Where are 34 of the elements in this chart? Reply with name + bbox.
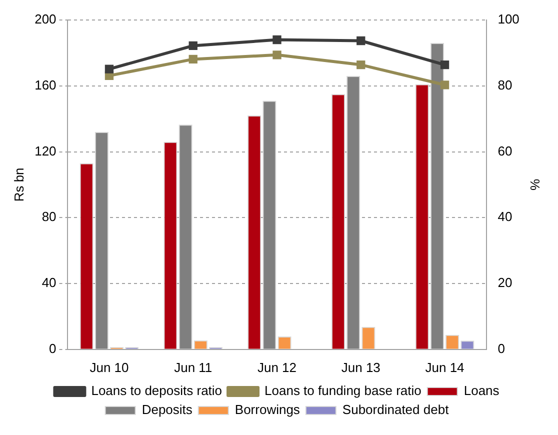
y2-tick-label: 80 — [498, 77, 512, 92]
point — [272, 35, 282, 44]
y-axis-title: Rs bn — [11, 168, 26, 202]
x-tick-label: Jun 14 — [425, 360, 464, 375]
point — [104, 64, 114, 74]
y2-tick-label: 60 — [498, 143, 512, 158]
y-tick-label: 200 — [34, 12, 56, 27]
point — [440, 80, 450, 90]
point — [272, 50, 282, 60]
x-tick-label: Jun 10 — [90, 360, 129, 375]
y-tick-label: 160 — [34, 77, 56, 92]
y2-tick-label: 100 — [498, 12, 520, 27]
legend-label: Loans to funding base ratio — [264, 383, 422, 398]
y2-tick-label: 20 — [498, 275, 512, 290]
y-tick-label: 80 — [42, 209, 56, 224]
point — [440, 60, 450, 70]
y2-tick-label: 0 — [498, 340, 505, 356]
point — [356, 36, 366, 46]
legend-label: Loans — [464, 383, 500, 398]
legend-label: Subordinated debt — [342, 402, 450, 418]
point — [188, 54, 198, 64]
point — [356, 60, 366, 70]
y-tick-label: 40 — [42, 275, 56, 290]
y-tick-label: 0 — [49, 340, 56, 356]
y2-tick-label: 40 — [498, 209, 512, 224]
legend-label: Borrowings — [234, 402, 300, 418]
legend-label: Deposits — [142, 402, 193, 418]
x-tick-label: Jun 13 — [341, 360, 380, 375]
x-tick-label: Jun 12 — [257, 360, 297, 375]
y2-axis-title: % — [528, 178, 543, 191]
y-tick-label: 120 — [34, 143, 56, 158]
point — [188, 41, 198, 50]
legend-label: Loans to deposits ratio — [91, 383, 222, 398]
x-tick-label: Jun 11 — [174, 360, 212, 375]
